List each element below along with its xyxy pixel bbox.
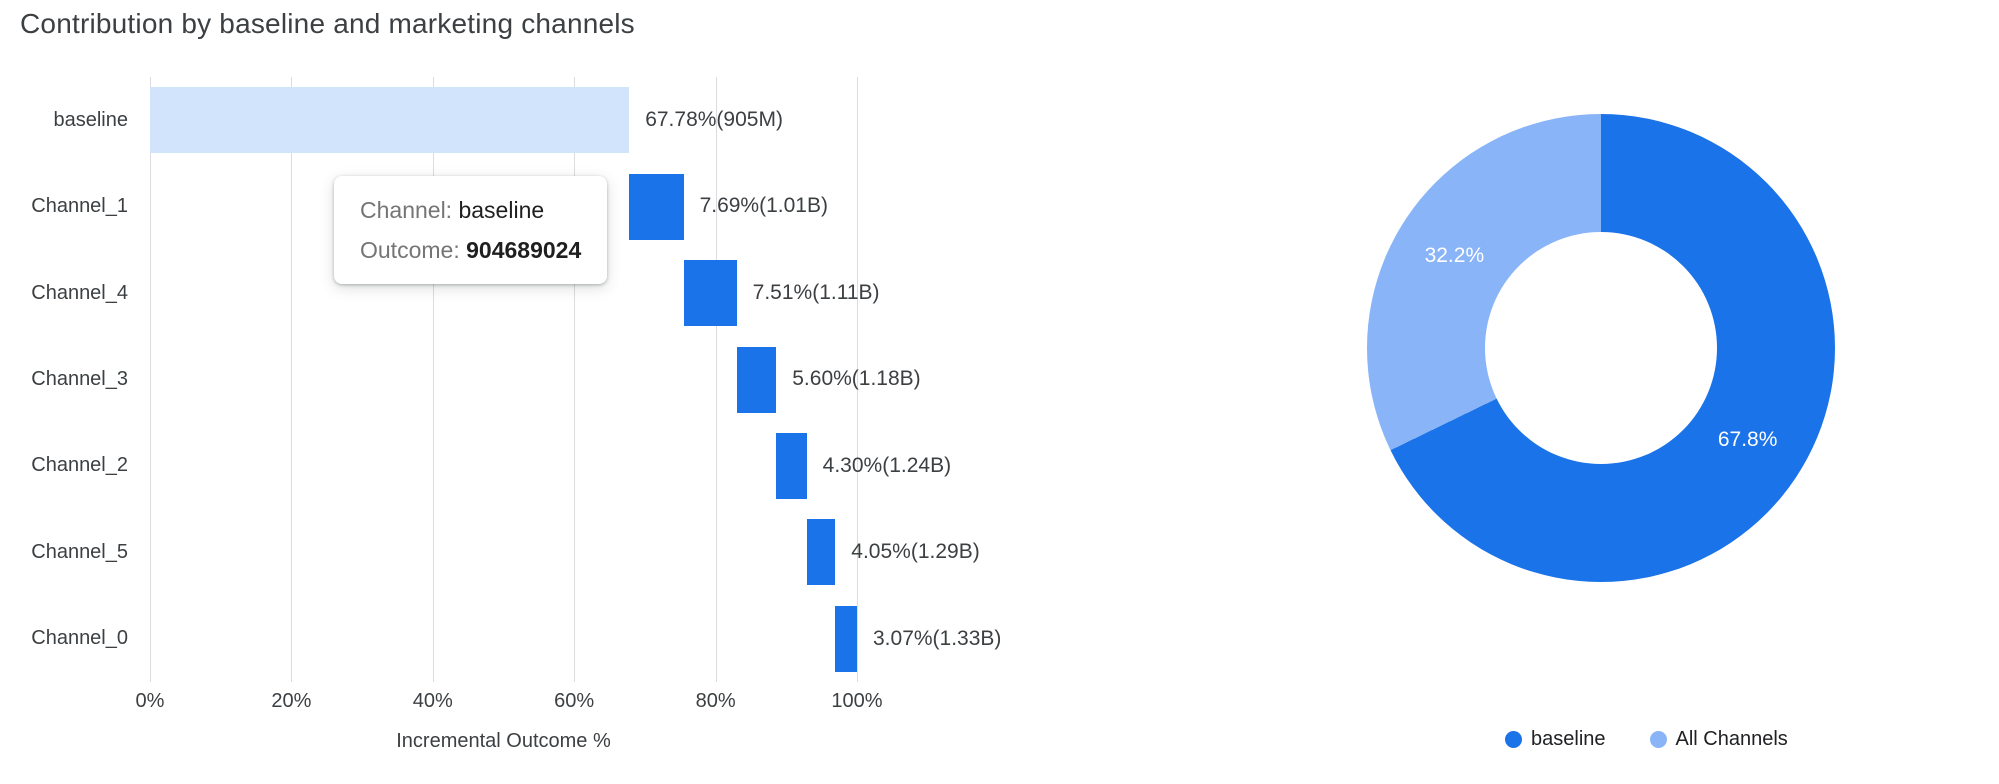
gridline (857, 77, 858, 682)
legend-dot (1505, 731, 1522, 748)
tooltip-channel-row: Channel: baseline (360, 190, 581, 230)
x-tick-label: 20% (271, 690, 312, 712)
tooltip-channel-value: baseline (458, 197, 545, 223)
gridline (715, 77, 717, 682)
bar-value-label: 4.30%(1.24B) (822, 453, 952, 477)
donut-legend: baseline All Channels (1505, 728, 1788, 751)
x-axis: 0% 20% 40% 60% 80% 100% (136, 690, 883, 718)
x-tick-label: 40% (412, 690, 453, 712)
gridline (291, 77, 293, 682)
bar-value-label: 7.51%(1.11B) (752, 280, 880, 304)
donut-chart: 67.8% 32.2% (1367, 114, 1835, 582)
category-label: Channel_1 (31, 195, 128, 218)
page-title: Contribution by baseline and marketing c… (20, 8, 635, 39)
legend-label: All Channels (1675, 728, 1788, 750)
x-tick-label: 100% (831, 690, 883, 712)
category-label: Channel_2 (31, 454, 128, 477)
tooltip-outcome-value: 904689024 (466, 237, 582, 263)
gridline (432, 77, 434, 682)
bar-segment[interactable] (776, 432, 807, 499)
bar-value-label: 3.07%(1.33B) (873, 626, 1002, 650)
bar-value-label: 67.78%(905M) (645, 108, 783, 131)
bar-value-label: 7.69%(1.01B) (699, 194, 828, 218)
bar-segment[interactable] (150, 87, 630, 154)
tooltip-outcome-row: Outcome: 904689024 (360, 230, 581, 270)
legend-item-baseline[interactable]: baseline (1505, 728, 1606, 751)
x-tick-label: 80% (695, 690, 736, 712)
bar-value-label: 5.60%(1.18B) (792, 367, 921, 391)
bar-value-label: 4.05%(1.29B) (851, 540, 980, 564)
x-tick-label: 0% (135, 690, 165, 712)
category-axis: baseline Channel_1 Channel_4 Channel_3 C… (0, 77, 128, 682)
category-label: Channel_4 (31, 281, 128, 304)
legend-item-all-channels[interactable]: All Channels (1649, 728, 1788, 751)
gridline (574, 77, 576, 682)
donut-hole (1485, 232, 1717, 464)
category-label: Channel_0 (31, 627, 128, 650)
legend-dot (1649, 731, 1667, 748)
x-axis-title: Incremental Outcome % (396, 730, 611, 752)
bar-segment[interactable] (683, 260, 737, 327)
bar-segment[interactable] (835, 605, 857, 672)
donut-slice-label: 32.2% (1424, 244, 1485, 268)
bar-segment[interactable] (806, 519, 836, 586)
donut-slice-label: 67.8% (1717, 427, 1778, 451)
tooltip-channel-key: Channel: (360, 197, 453, 223)
chart-tooltip: Channel: baseline Outcome: 904689024 (334, 176, 608, 284)
bar-segment[interactable] (629, 173, 684, 240)
bar-segment[interactable] (736, 346, 777, 413)
category-label: Channel_5 (31, 540, 128, 563)
bar-plot-area: 67.78%(905M) 7.69%(1.01B) 7.51%(1.11B) 5… (150, 77, 1001, 682)
gridline (150, 77, 151, 682)
tooltip-outcome-key: Outcome: (360, 237, 460, 263)
x-tick-label: 60% (554, 690, 595, 712)
legend-label: baseline (1531, 728, 1606, 750)
category-label: baseline (53, 108, 128, 131)
category-label: Channel_3 (31, 367, 128, 390)
